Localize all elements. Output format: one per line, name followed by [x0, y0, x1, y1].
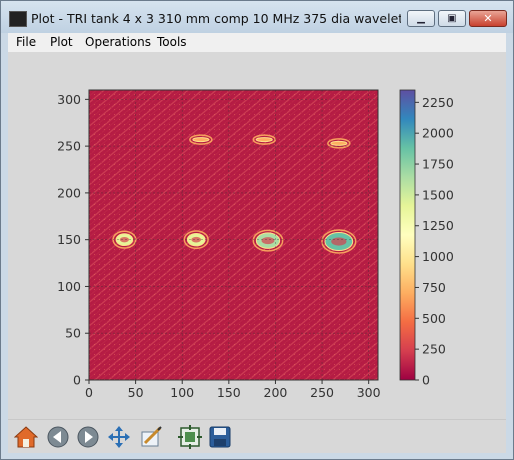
colorbar-tick-label: 2000	[422, 126, 454, 141]
plot-frame	[88, 89, 379, 381]
heatmap-image	[89, 90, 378, 380]
heatmap-feature	[327, 138, 351, 149]
menu-tools[interactable]: Tools	[157, 35, 187, 49]
heatmap-feature	[112, 230, 137, 249]
colorbar-tick-label: 1500	[422, 187, 454, 202]
colorbar-tick-label: 1000	[422, 249, 454, 264]
colorbar-tick-label: 750	[422, 280, 446, 295]
colorbar-tick-label: 1750	[422, 157, 454, 172]
menu-bar: File Plot Operations Tools	[8, 33, 506, 53]
heatmap-feature	[189, 134, 213, 145]
y-tick-label: 250	[57, 139, 81, 154]
colorbar-tick-label: 2250	[422, 95, 454, 110]
home-icon[interactable]	[14, 425, 38, 449]
minimize-button[interactable]: ▁	[407, 10, 435, 27]
save-icon[interactable]	[208, 425, 232, 449]
app-icon	[9, 11, 27, 27]
menu-file[interactable]: File	[16, 35, 37, 49]
maximize-icon: ▣	[447, 13, 457, 24]
menu-operations[interactable]: Operations	[85, 35, 151, 49]
title-bar[interactable]: Plot - TRI tank 4 x 3 310 mm comp 10 MHz…	[1, 1, 513, 33]
y-tick-label: 150	[57, 232, 81, 247]
colorbar-tick-label: 500	[422, 311, 446, 326]
x-tick-label: 50	[128, 385, 144, 400]
heatmap-feature	[321, 229, 357, 254]
menu-plot[interactable]: Plot	[50, 35, 73, 49]
navigation-toolbar	[8, 419, 506, 453]
x-tick-label: 150	[217, 385, 241, 400]
heatmap-feature	[183, 230, 209, 250]
y-tick-label: 300	[57, 92, 81, 107]
colorbar-tick-label: 1250	[422, 218, 454, 233]
y-tick-label: 200	[57, 185, 81, 200]
x-tick-label: 0	[85, 385, 93, 400]
zoom-icon[interactable]	[139, 425, 163, 449]
heatmap-feature	[252, 229, 284, 252]
colorbar-tick-label: 250	[422, 342, 446, 357]
x-tick-label: 250	[310, 385, 334, 400]
close-button[interactable]: ✕	[469, 10, 507, 27]
colorbar	[399, 89, 416, 381]
x-tick-label: 100	[170, 385, 194, 400]
y-tick-label: 50	[65, 326, 81, 341]
back-icon[interactable]	[46, 425, 70, 449]
x-tick-label: 300	[357, 385, 381, 400]
pan-icon[interactable]	[107, 425, 131, 449]
y-tick-label: 0	[73, 373, 81, 388]
colorbar-tick-label: 0	[422, 373, 430, 388]
x-tick-label: 200	[264, 385, 288, 400]
window-title: Plot - TRI tank 4 x 3 310 mm comp 10 MHz…	[31, 11, 401, 26]
close-icon: ✕	[483, 12, 493, 25]
minimize-icon: ▁	[417, 13, 425, 24]
forward-icon[interactable]	[76, 425, 100, 449]
figure-canvas[interactable]: 0 50 100 150 200 250 300 0 50 100 150 200 250 300 0 2…	[8, 52, 506, 419]
y-tick-label: 100	[57, 279, 81, 294]
configure-icon[interactable]	[178, 425, 202, 449]
maximize-button[interactable]: ▣	[438, 10, 466, 27]
heatmap-figure[interactable]: 0 50 100 150 200 250 300 0 50 100 150 200 250 300 0 2…	[8, 52, 506, 419]
